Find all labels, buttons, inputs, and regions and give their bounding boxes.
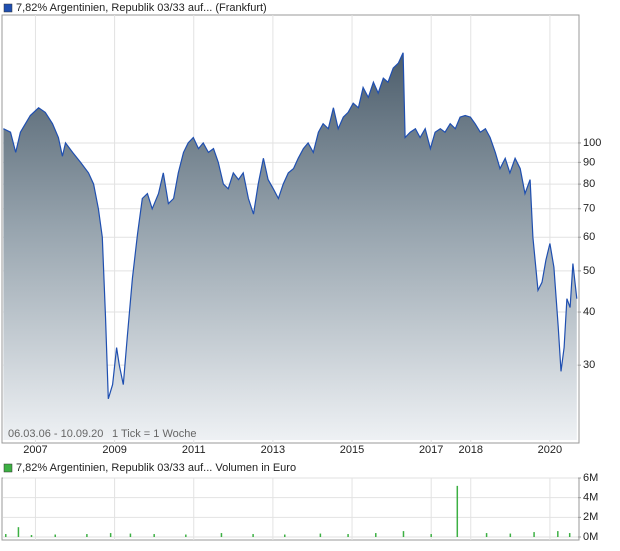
y-tick-label: 50 — [583, 265, 595, 277]
volume-bar — [5, 534, 7, 537]
volume-bar — [402, 531, 405, 537]
y-tick-label: 90 — [583, 156, 595, 168]
legend-label: 7,82% Argentinien, Republik 03/33 auf...… — [16, 2, 267, 14]
y-tick-label: 100 — [583, 137, 601, 149]
area — [3, 52, 577, 441]
y-tick-label: 80 — [583, 178, 595, 190]
legend-label: 7,82% Argentinien, Republik 03/33 auf...… — [16, 462, 296, 474]
volume-bar — [430, 534, 432, 537]
annotation: 06.03.06 - 10.09.20 — [8, 428, 103, 440]
volume-bar — [533, 532, 535, 537]
x-tick-label: 2011 — [182, 444, 206, 456]
volume-bar — [485, 533, 488, 537]
volume-bar — [557, 531, 559, 537]
y-tick-label: 6M — [583, 472, 598, 484]
x-tick-label: 2009 — [102, 444, 126, 456]
plot-frame — [1, 14, 580, 444]
y-tick-label: 40 — [583, 306, 595, 318]
volume-bar — [252, 534, 254, 537]
volume-bar — [319, 533, 322, 537]
x-tick-label: 2018 — [459, 444, 483, 456]
volume-bar — [568, 533, 571, 537]
x-tick-label: 2015 — [340, 444, 364, 456]
x-tick-label: 2013 — [261, 444, 285, 456]
volume-bar — [375, 533, 377, 537]
volume-bar — [284, 534, 286, 537]
volume-bar — [347, 534, 349, 537]
volume-bar — [54, 534, 56, 537]
volume-bar — [109, 533, 112, 537]
volume-bar — [129, 533, 132, 537]
y-tick-label: 30 — [583, 359, 595, 371]
plot-frame — [1, 477, 580, 541]
x-tick-label: 2007 — [23, 444, 47, 456]
annotation: 1 Tick = 1 Woche — [112, 428, 196, 440]
volume-bar — [220, 533, 223, 537]
y-tick-label: 0M — [583, 531, 598, 543]
price-line — [3, 52, 578, 399]
x-tick-label: 2017 — [419, 444, 443, 456]
y-tick-label: 60 — [583, 231, 595, 243]
volume-bar — [153, 534, 155, 537]
x-tick-label: 2020 — [538, 444, 562, 456]
legend-swatch — [3, 463, 13, 473]
legend-swatch — [3, 3, 13, 13]
volume-bar — [30, 535, 33, 537]
volume-bar — [456, 485, 459, 537]
volume-bar — [17, 527, 20, 537]
y-tick-label: 2M — [583, 511, 598, 523]
volume-bar — [86, 534, 88, 537]
volume-bar — [185, 534, 187, 537]
y-tick-label: 70 — [583, 203, 595, 215]
volume-bar — [509, 533, 512, 537]
y-tick-label: 4M — [583, 492, 598, 504]
